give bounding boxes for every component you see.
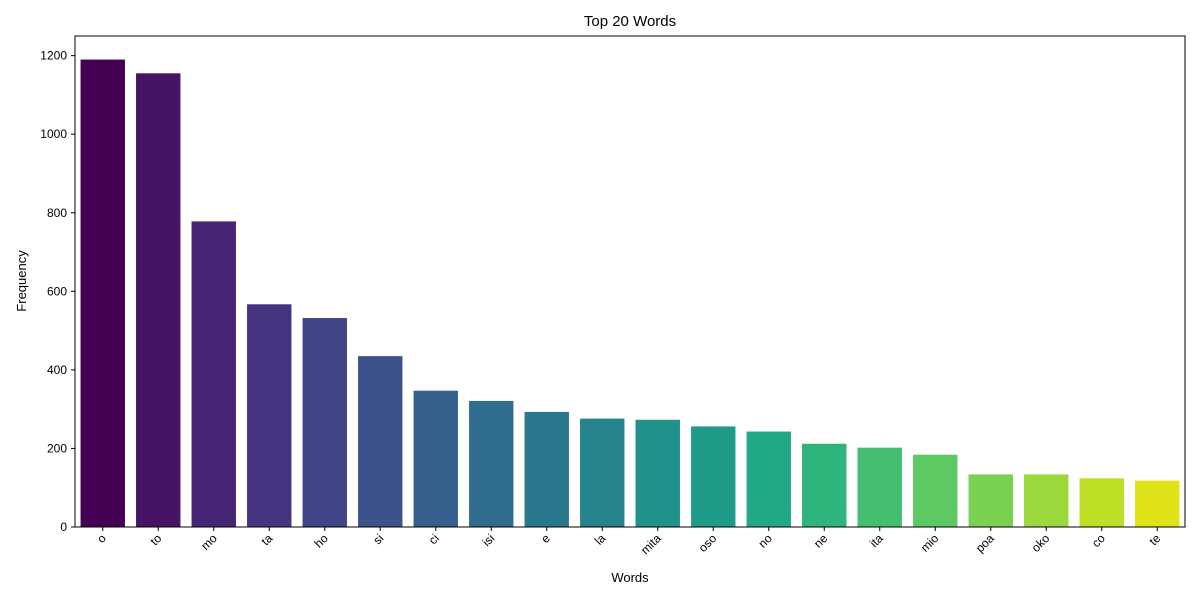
x-tick-label: poa bbox=[973, 531, 997, 555]
x-tick-label: mio bbox=[918, 531, 942, 555]
bar-te bbox=[1135, 480, 1180, 527]
x-tick-label: co bbox=[1089, 531, 1108, 550]
y-tick-label: 600 bbox=[47, 284, 67, 298]
x-tick-label: ta bbox=[258, 531, 275, 548]
y-tick-label: 1200 bbox=[40, 49, 67, 63]
x-tick-label: mita bbox=[638, 531, 664, 557]
bars-layer bbox=[80, 59, 1180, 527]
y-tick-label: 1000 bbox=[40, 127, 67, 141]
x-tick-label: te bbox=[1146, 531, 1163, 548]
bar-mo bbox=[191, 221, 236, 527]
x-tick-label: to bbox=[147, 531, 164, 548]
x-tick-label: oso bbox=[696, 531, 720, 555]
bar-oso bbox=[691, 426, 736, 527]
y-tick-label: 0 bbox=[60, 520, 67, 534]
bar-to bbox=[136, 73, 181, 527]
bar-no bbox=[746, 431, 791, 527]
y-axis: 0 200 400 600 800 1000 1200 bbox=[40, 49, 75, 534]
x-tick-label: ci bbox=[426, 531, 442, 547]
x-tick-label: mo bbox=[198, 531, 220, 553]
x-tick-label: ita bbox=[867, 531, 886, 550]
x-axis: o to mo ta ho si ci isi e la mita oso no ne ita mio poa o… bbox=[94, 527, 1164, 557]
bar-o bbox=[80, 59, 125, 527]
bar-oko bbox=[1024, 474, 1069, 527]
bar-ci bbox=[413, 390, 458, 527]
x-tick-label: si bbox=[370, 531, 386, 547]
x-axis-label: Words bbox=[611, 570, 649, 585]
x-tick-label: no bbox=[756, 531, 776, 551]
bar-si bbox=[358, 356, 403, 527]
y-tick-label: 800 bbox=[47, 206, 67, 220]
bar-e bbox=[524, 411, 569, 527]
bar-poa bbox=[968, 474, 1013, 527]
x-tick-label: ho bbox=[312, 531, 332, 551]
bar-la bbox=[580, 418, 625, 527]
plot-frame bbox=[74, 35, 1186, 528]
bar-isi bbox=[469, 400, 514, 527]
bar-mio bbox=[913, 454, 958, 527]
x-tick-label: ne bbox=[811, 531, 831, 551]
bar-co bbox=[1079, 478, 1124, 527]
bar-mita bbox=[635, 419, 680, 527]
bar-ne bbox=[802, 443, 847, 527]
bar-ta bbox=[247, 304, 292, 527]
bar-ho bbox=[302, 318, 347, 527]
x-tick-label: e bbox=[538, 531, 553, 546]
chart-title: Top 20 Words bbox=[584, 13, 676, 30]
x-tick-label: la bbox=[592, 531, 609, 548]
y-tick-label: 400 bbox=[47, 363, 67, 377]
y-tick-label: 200 bbox=[47, 441, 67, 455]
x-tick-label: isi bbox=[479, 531, 497, 549]
bar-ita bbox=[857, 447, 902, 527]
x-tick-label: oko bbox=[1029, 531, 1053, 555]
y-axis-label: Frequency bbox=[14, 250, 29, 312]
x-tick-label: o bbox=[94, 531, 109, 546]
